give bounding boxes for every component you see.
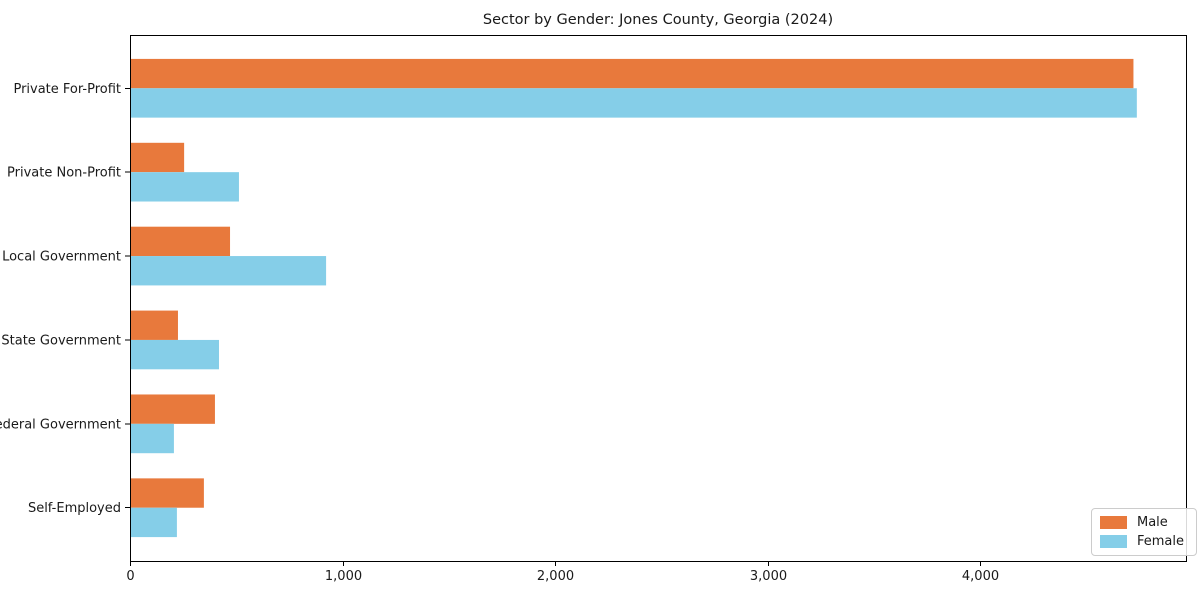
bar-female-local-government: [131, 256, 327, 286]
bar-male-state-government: [131, 310, 178, 340]
y-axis-label-federal-government: Federal Government: [0, 417, 121, 432]
x-tick-label-4-000: 4,000: [962, 569, 999, 584]
legend-label-male: Male: [1137, 515, 1168, 530]
x-tick-label-1-000: 1,000: [325, 569, 362, 584]
legend-item-male: Male: [1100, 516, 1184, 529]
bar-female-private-non-profit: [131, 172, 239, 202]
bar-female-private-for-profit: [131, 88, 1137, 118]
bar-male-federal-government: [131, 394, 215, 424]
legend-swatch-female: [1100, 535, 1127, 548]
y-axis-label-private-non-profit: Private Non-Profit: [7, 166, 121, 181]
bar-male-local-government: [131, 226, 231, 257]
y-axis-label-state-government: State Government: [1, 333, 121, 348]
legend-swatch-male: [1100, 516, 1127, 529]
bar-female-federal-government: [131, 423, 174, 454]
x-tick-label-3-000: 3,000: [750, 569, 787, 584]
chart-title: Sector by Gender: Jones County, Georgia …: [482, 12, 834, 28]
legend: Male Female: [1091, 508, 1198, 556]
y-axis-label-local-government: Local Government: [2, 250, 121, 265]
plot-frame: [130, 35, 1187, 562]
bar-female-self-employed: [131, 507, 177, 538]
y-axis-label-private-for-profit: Private For-Profit: [13, 82, 121, 97]
x-tick-label-2-000: 2,000: [537, 569, 574, 584]
y-axis-label-self-employed: Self-Employed: [28, 501, 121, 516]
legend-label-female: Female: [1137, 534, 1185, 549]
bar-male-private-non-profit: [131, 142, 185, 173]
bar-male-private-for-profit: [131, 58, 1134, 89]
legend-item-female: Female: [1100, 535, 1184, 548]
bar-female-state-government: [131, 339, 219, 370]
bar-male-self-employed: [131, 478, 204, 508]
x-tick-label-0: 0: [126, 569, 134, 584]
